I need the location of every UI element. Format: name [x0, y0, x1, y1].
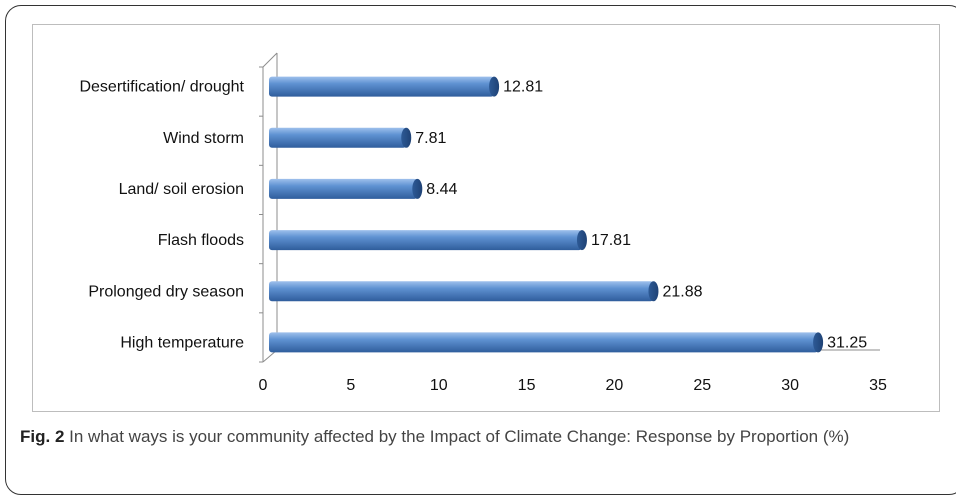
x-axis-ticks: 0 5 10 15 20 25 30 35 [259, 377, 887, 394]
x-tick-label: 10 [430, 377, 448, 394]
category-label: Land/ soil erosion [119, 181, 244, 198]
bar [269, 127, 407, 148]
caption-text: In what ways is your community affected … [64, 427, 850, 446]
value-label: 31.25 [827, 334, 867, 351]
bar-end-cap [813, 332, 824, 353]
x-tick-label: 15 [518, 377, 536, 394]
wall-top-edge [262, 52, 278, 68]
category-label: High temperature [120, 334, 244, 351]
caption-label: Fig. 2 [20, 427, 65, 446]
value-label: 21.88 [662, 283, 702, 300]
y-axis-categories: Desertification/ drought Wind storm Land/ … [79, 79, 244, 352]
x-tick-label: 35 [869, 377, 887, 394]
x-tick-label: 0 [259, 377, 268, 394]
x-tick-label: 20 [606, 377, 624, 394]
bars [269, 76, 824, 353]
bar-end-cap [401, 127, 412, 148]
bar [269, 178, 418, 199]
bar [269, 281, 654, 302]
value-label: 12.81 [503, 79, 543, 96]
chart-axes [259, 52, 880, 363]
category-label: Desertification/ drought [79, 79, 244, 96]
bar-end-cap [412, 178, 423, 199]
value-label: 17.81 [591, 232, 631, 249]
bar [269, 230, 582, 251]
bar [269, 332, 819, 353]
category-label: Prolonged dry season [88, 283, 244, 300]
value-label: 8.44 [426, 181, 457, 198]
category-label: Wind storm [163, 130, 244, 147]
figure-caption: Fig. 2 In what ways is your community af… [20, 424, 920, 449]
x-tick-label: 30 [781, 377, 799, 394]
bar-end-cap [576, 230, 587, 251]
category-label: Flash floods [158, 232, 244, 249]
data-labels: 12.81 7.81 8.44 17.81 21.88 31.25 [415, 79, 867, 352]
bar [269, 76, 495, 97]
bar-chart: 0 5 10 15 20 25 30 35 Desertification/ drought W… [79, 52, 887, 394]
value-label: 7.81 [415, 130, 446, 147]
bar-end-cap [648, 281, 659, 302]
x-tick-label: 5 [346, 377, 355, 394]
x-tick-label: 25 [693, 377, 711, 394]
bar-end-cap [489, 76, 500, 97]
